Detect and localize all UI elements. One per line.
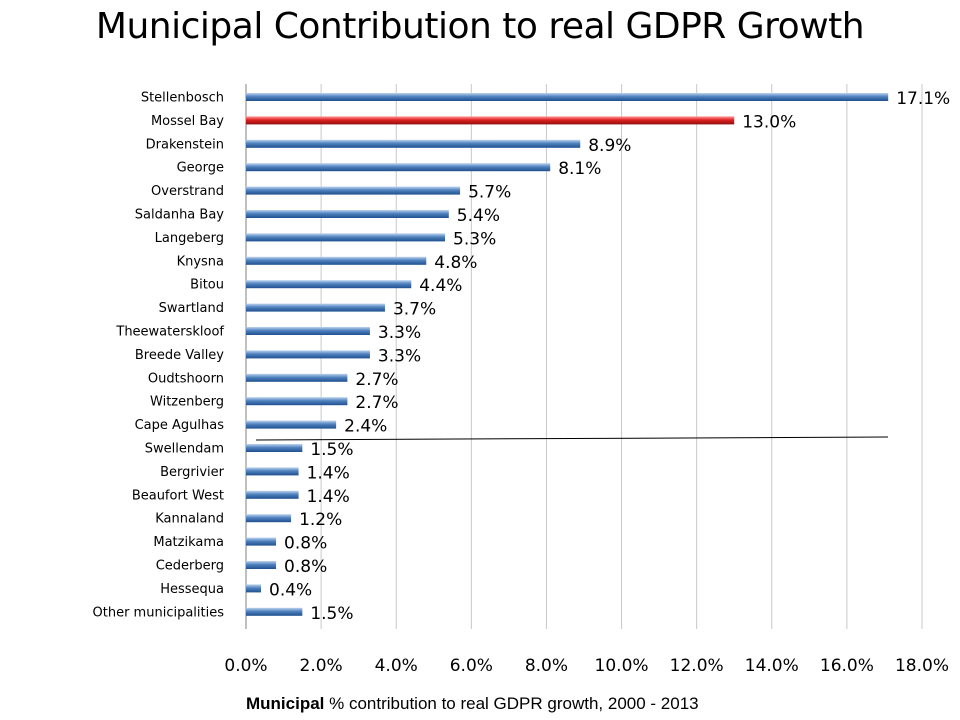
- bar: [246, 163, 551, 172]
- bar: [246, 537, 277, 546]
- caption-text: % contribution to real GDPR growth, 2000…: [324, 694, 699, 713]
- category-label: Swartland: [159, 301, 224, 316]
- category-label: Bitou: [190, 278, 224, 293]
- value-label: 5.7%: [468, 183, 511, 203]
- bar: [246, 139, 581, 148]
- bar: [246, 467, 299, 476]
- x-tick-label: 6.0%: [450, 656, 493, 676]
- bar: [246, 280, 412, 289]
- value-label: 13.0%: [742, 112, 796, 132]
- category-label: Other municipalities: [93, 605, 225, 620]
- value-label: 3.7%: [393, 300, 436, 320]
- value-label: 3.3%: [378, 323, 421, 343]
- value-label: 1.2%: [299, 510, 342, 530]
- category-label: Overstrand: [151, 184, 224, 199]
- value-label: 4.4%: [419, 276, 462, 296]
- category-label: Hessequa: [160, 582, 224, 597]
- value-label: 2.7%: [355, 393, 398, 413]
- bar: [246, 561, 277, 569]
- category-label: Stellenbosch: [141, 91, 224, 106]
- bar: [246, 373, 348, 382]
- value-label: 17.1%: [896, 89, 950, 109]
- bar: [246, 397, 348, 406]
- category-label: Witzenberg: [150, 395, 224, 410]
- category-label: Kannaland: [155, 512, 224, 527]
- category-label: Langeberg: [155, 231, 224, 246]
- value-label: 2.4%: [344, 417, 387, 437]
- bar: [246, 514, 292, 523]
- category-label: Theewaterskloof: [115, 325, 224, 340]
- category-label: Matzikama: [153, 535, 224, 550]
- category-labels: Stellenbosch Mossel Bay Drakenstein George O…: [93, 91, 225, 621]
- x-tick-label: 12.0%: [670, 656, 724, 676]
- category-label: Oudtshoorn: [148, 371, 224, 386]
- bar: [246, 186, 461, 195]
- x-tick-label: 8.0%: [525, 656, 568, 676]
- bar: [246, 444, 303, 452]
- bar: [246, 303, 385, 312]
- bar: [246, 490, 299, 499]
- separator-line: [255, 436, 889, 441]
- bar: [246, 116, 735, 125]
- bar: [246, 350, 370, 359]
- x-tick-label: 10.0%: [595, 656, 649, 676]
- bars: [246, 93, 889, 616]
- bar: [246, 584, 262, 593]
- x-tick-labels: 0.0% 2.0% 4.0% 6.0% 8.0% 10.0% 12.0% 14.0% 16.0%…: [224, 656, 949, 676]
- x-tick-label: 16.0%: [820, 656, 874, 676]
- value-label: 2.7%: [355, 370, 398, 390]
- bar: [246, 210, 449, 218]
- category-label: Breede Valley: [135, 348, 224, 363]
- chart-title: Municipal Contribution to real GDPR Grow…: [95, 6, 865, 47]
- category-label: George: [177, 161, 224, 176]
- bar: [246, 327, 370, 335]
- bar: [246, 233, 446, 242]
- category-label: Beaufort West: [132, 488, 224, 503]
- value-label: 1.5%: [310, 440, 353, 460]
- value-label: 0.4%: [269, 580, 312, 600]
- category-label: Drakenstein: [146, 137, 224, 152]
- value-label: 8.1%: [558, 159, 601, 179]
- bar: [246, 607, 303, 616]
- bar: [246, 93, 889, 101]
- value-label: 1.4%: [307, 463, 350, 483]
- category-label: Mossel Bay: [151, 114, 224, 129]
- category-label: Knysna: [177, 254, 224, 269]
- x-tick-label: 0.0%: [224, 656, 267, 676]
- bar: [246, 256, 427, 265]
- category-label: Swellendam: [145, 442, 224, 457]
- value-label: 5.4%: [457, 206, 500, 226]
- category-label: Cape Agulhas: [135, 418, 225, 433]
- category-label: Cederberg: [156, 559, 224, 574]
- chart-caption: Municipal % contribution to real GDPR gr…: [246, 694, 699, 714]
- x-tick-label: 4.0%: [375, 656, 418, 676]
- caption-bold: Municipal: [246, 694, 325, 713]
- value-label: 0.8%: [284, 557, 327, 577]
- category-label: Bergrivier: [160, 465, 225, 480]
- value-label: 0.8%: [284, 534, 327, 554]
- value-label: 5.3%: [453, 229, 496, 249]
- bar: [246, 420, 337, 429]
- value-label: 1.5%: [310, 604, 353, 624]
- x-tick-label: 14.0%: [745, 656, 799, 676]
- value-labels: 17.1% 13.0% 8.9% 8.1% 5.7% 5.4% 5.3% 4.8% 4.4% 3.…: [269, 89, 950, 624]
- x-tick-label: 2.0%: [300, 656, 343, 676]
- value-label: 4.8%: [434, 253, 477, 273]
- x-tick-label: 18.0%: [895, 656, 949, 676]
- category-label: Saldanha Bay: [135, 208, 225, 223]
- value-label: 8.9%: [588, 136, 631, 156]
- value-label: 1.4%: [307, 487, 350, 507]
- value-label: 3.3%: [378, 346, 421, 366]
